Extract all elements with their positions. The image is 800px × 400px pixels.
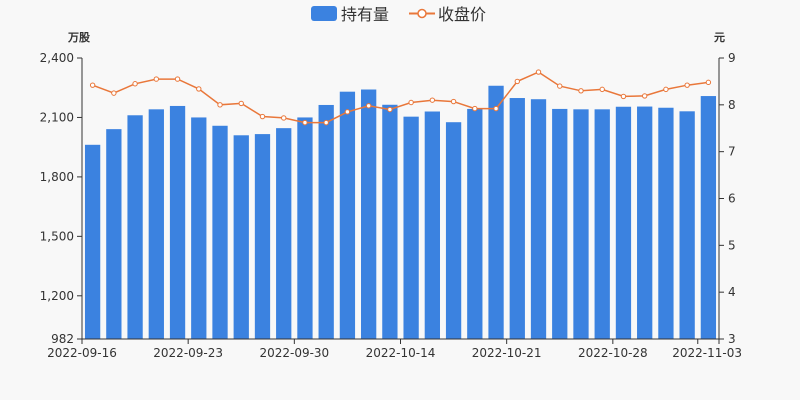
price-point	[620, 93, 627, 100]
bar	[488, 85, 504, 339]
bar	[509, 98, 525, 339]
y-right-tick-label: 6	[728, 192, 736, 206]
price-point	[217, 102, 223, 108]
price-point	[387, 106, 393, 113]
y-left-tick-label: 1,500	[40, 229, 74, 243]
bar	[424, 111, 440, 339]
price-line	[92, 71, 709, 124]
price-point	[259, 113, 266, 120]
legend: 持有量 收盘价	[311, 5, 486, 24]
legend-line-label: 收盘价	[438, 5, 486, 24]
price-point	[281, 115, 287, 121]
bar	[403, 116, 419, 340]
price-point	[408, 99, 414, 106]
y-left-axis: 982 1,200 1,500 1,800 2,100 2,400	[40, 51, 83, 346]
price-point	[89, 82, 96, 88]
bar	[297, 117, 313, 340]
y-left-tick-label: 982	[51, 332, 74, 346]
price-point	[493, 105, 499, 112]
bar	[106, 129, 122, 339]
bar	[615, 106, 632, 340]
legend-line-marker	[417, 8, 427, 19]
bar	[339, 91, 356, 339]
bar	[552, 108, 568, 339]
legend-bar-label: 持有量	[341, 5, 389, 24]
line-series	[89, 69, 712, 126]
x-tick-label: 2022-09-16	[47, 346, 117, 360]
price-point	[344, 109, 351, 115]
bar	[573, 109, 589, 339]
price-point	[196, 86, 202, 92]
y-right-tick-label: 5	[728, 238, 736, 252]
bar	[637, 106, 653, 339]
price-point	[641, 93, 648, 99]
price-point	[153, 76, 160, 82]
legend-bar-swatch	[311, 6, 337, 21]
bar	[445, 122, 462, 339]
price-point	[429, 97, 436, 103]
bar	[594, 109, 610, 339]
bar	[361, 89, 377, 340]
y-left-tick-label: 2,400	[40, 51, 74, 65]
bar	[148, 109, 164, 339]
price-point	[535, 69, 542, 75]
y-left-tick-label: 1,800	[40, 170, 74, 184]
bar	[254, 134, 271, 339]
y-left-tick-label: 2,100	[40, 110, 74, 124]
price-point	[132, 81, 138, 87]
price-point	[578, 88, 584, 94]
bar	[700, 96, 717, 339]
bar	[233, 135, 249, 339]
bar	[382, 104, 398, 340]
y-right-tick-label: 4	[728, 285, 736, 299]
bar	[276, 128, 292, 339]
price-point	[472, 105, 478, 112]
price-point	[450, 98, 457, 105]
x-tick-label: 2022-09-30	[259, 346, 329, 360]
bar	[84, 144, 101, 339]
price-point	[599, 86, 605, 93]
price-point	[557, 83, 563, 89]
y-right-tick-label: 8	[728, 98, 736, 112]
y-right-tick-label: 7	[728, 145, 736, 159]
price-point	[663, 86, 669, 93]
price-point	[174, 76, 181, 82]
bar	[467, 108, 483, 339]
bar	[679, 111, 695, 340]
bar	[530, 99, 547, 339]
price-point	[323, 119, 329, 126]
price-point	[365, 103, 372, 109]
price-point	[111, 90, 117, 96]
x-tick-label: 2022-10-28	[578, 346, 648, 360]
y-left-tick-label: 1,200	[40, 289, 74, 303]
price-point	[705, 79, 712, 86]
y-left-unit: 万股	[67, 31, 91, 44]
bar	[191, 117, 207, 340]
price-point	[238, 100, 244, 107]
bar	[658, 107, 674, 339]
bar-series	[84, 85, 717, 340]
y-right-axis: 3 4 5 6 7 8 9	[718, 51, 736, 346]
x-tick-label: 2022-10-21	[472, 346, 542, 360]
y-right-tick-label: 9	[728, 51, 736, 65]
price-point	[684, 82, 690, 88]
bar	[212, 125, 228, 339]
bar	[318, 104, 334, 339]
x-tick-label: 2022-11-03	[672, 346, 742, 360]
price-point	[514, 78, 520, 85]
y-right-unit: 元	[714, 31, 725, 44]
x-tick-label: 2022-09-23	[153, 346, 223, 360]
y-right-tick-label: 3	[728, 332, 736, 346]
x-tick-label: 2022-10-14	[366, 346, 436, 360]
price-point	[302, 119, 308, 126]
bar	[127, 115, 143, 339]
bar	[169, 105, 186, 340]
x-axis: 2022-09-16 2022-09-23 2022-09-30 2022-10-14…	[47, 338, 742, 360]
